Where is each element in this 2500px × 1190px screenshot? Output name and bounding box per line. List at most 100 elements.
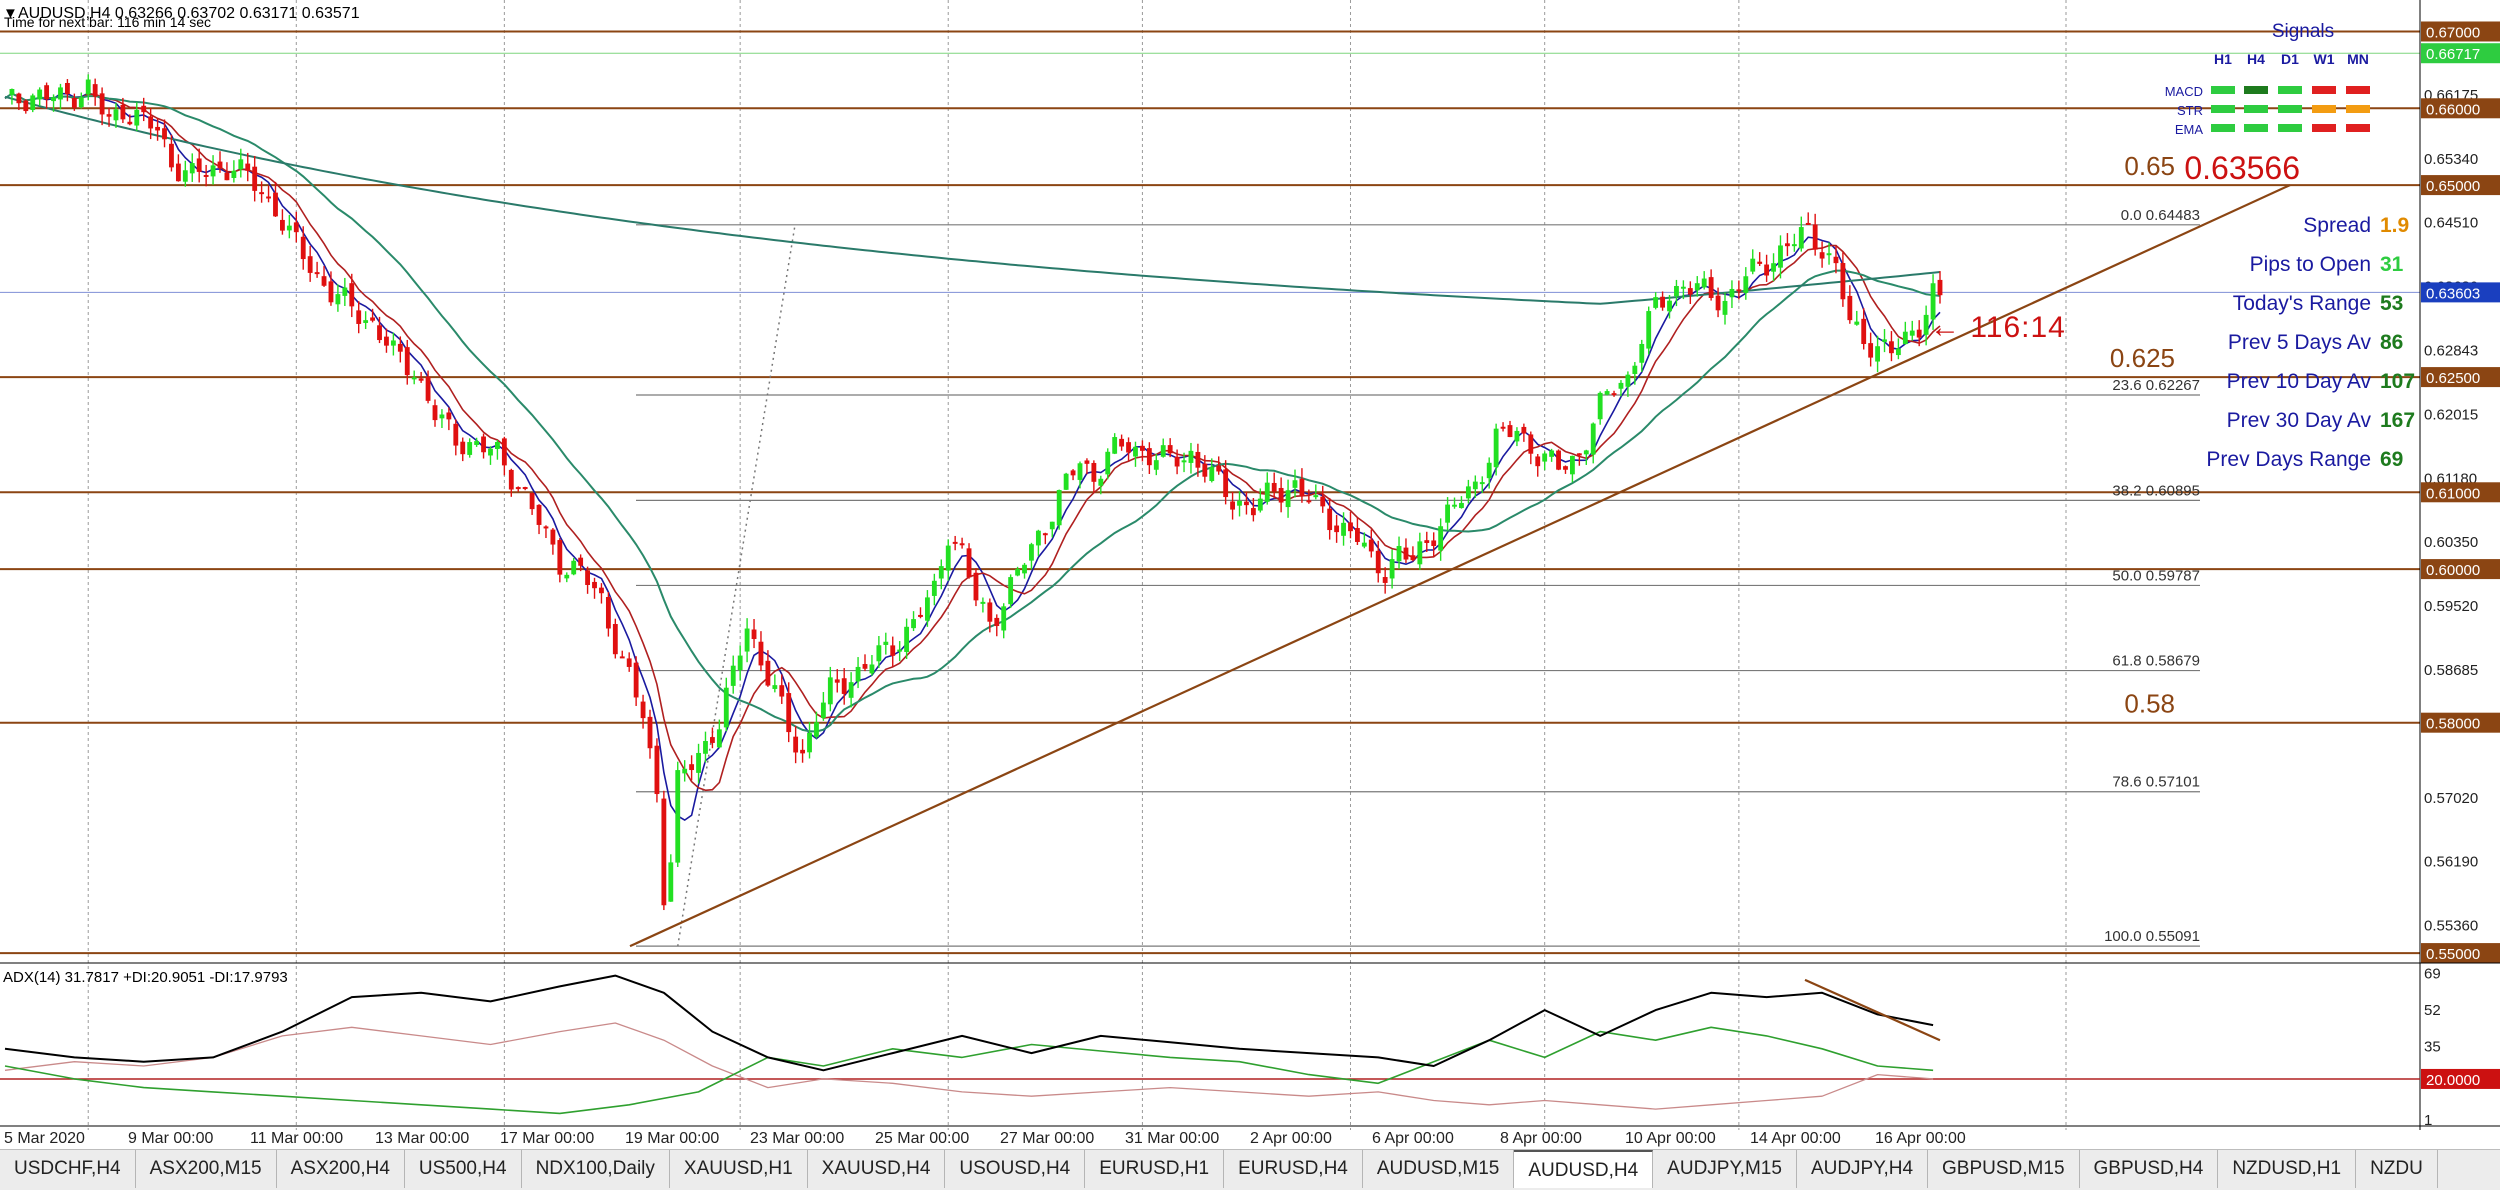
- candle-body: [1035, 530, 1041, 546]
- candle-body: [1528, 434, 1534, 454]
- chart-tab[interactable]: NDX100,Daily: [522, 1150, 670, 1188]
- chart-tab[interactable]: ASX200,M15: [136, 1150, 277, 1188]
- candle-body: [612, 624, 618, 655]
- candle-body: [1791, 244, 1797, 247]
- chart-tab[interactable]: EURUSD,H1: [1085, 1150, 1225, 1188]
- candle-body: [1909, 330, 1915, 336]
- signal-timeframe: H4: [2247, 51, 2265, 67]
- chart-tab[interactable]: GBPUSD,M15: [1928, 1150, 2080, 1188]
- chart-tab[interactable]: NZDU: [2356, 1150, 2438, 1188]
- time-label: 25 Mar 00:00: [875, 1130, 969, 1147]
- price-tag-box: [2421, 21, 2500, 42]
- fib-diagonal: [677, 224, 796, 947]
- candle-body: [1479, 482, 1485, 485]
- candle-body: [765, 660, 771, 686]
- candle-body: [1937, 279, 1943, 296]
- candle-body: [1230, 501, 1235, 510]
- candle-body: [1486, 462, 1492, 479]
- info-label: Today's Range: [2233, 292, 2371, 315]
- chart-tab[interactable]: NZDUSD,H1: [2218, 1150, 2357, 1188]
- signal-cell: [2244, 124, 2268, 132]
- candle-body: [737, 655, 743, 671]
- candle-body: [710, 737, 715, 743]
- signal-row-label: MACD: [2165, 84, 2203, 99]
- chart-tab[interactable]: XAUUSD,H1: [670, 1150, 808, 1188]
- chart-tab[interactable]: AUDUSD,M15: [1363, 1150, 1515, 1188]
- candle-body: [862, 664, 868, 669]
- candle-body: [37, 89, 43, 100]
- candle-body: [1174, 456, 1180, 467]
- adx-trendline: [1804, 978, 1941, 1042]
- candle-body: [1861, 318, 1867, 345]
- candle-body: [1424, 540, 1430, 543]
- support-trendline: [629, 184, 2291, 948]
- chart-tab[interactable]: EURUSD,H4: [1224, 1150, 1363, 1188]
- candle-body: [1459, 502, 1464, 509]
- candle-body: [203, 174, 209, 177]
- chart-tab[interactable]: ASX200,H4: [277, 1150, 405, 1188]
- candle-body: [217, 161, 223, 169]
- candle-body: [1091, 462, 1097, 482]
- candle-body: [994, 617, 1000, 627]
- candle-body: [245, 163, 251, 171]
- chart-tab-bar: USDCHF,H4 ASX200,M15 ASX200,H4 US500,H4 NDX1…: [0, 1149, 2500, 1190]
- chart-tab[interactable]: USOUSD,H4: [945, 1150, 1086, 1188]
- adx-tick: 1: [2424, 1112, 2432, 1129]
- candle-body: [1313, 495, 1319, 498]
- candle-body: [1590, 423, 1596, 455]
- info-label: Prev 5 Days Av: [2228, 331, 2372, 354]
- dropdown-arrow-icon[interactable]: ▼: [3, 5, 18, 22]
- candle-body: [51, 97, 56, 102]
- candle-body: [418, 378, 424, 381]
- candle-body: [252, 166, 258, 191]
- candle-body: [1785, 243, 1790, 247]
- candle-body: [1514, 430, 1520, 442]
- candle-body: [703, 741, 708, 754]
- candle-body: [1022, 564, 1027, 574]
- chart-tab[interactable]: AUDJPY,H4: [1797, 1150, 1929, 1188]
- candle-body: [876, 645, 882, 662]
- fib-label: 0.0 0.64483: [2121, 207, 2200, 224]
- candle-body: [689, 764, 695, 771]
- level-label: 0.625: [2110, 343, 2175, 373]
- candle-body: [238, 159, 244, 170]
- candle-body: [1708, 277, 1714, 298]
- candle-body: [1680, 286, 1686, 289]
- candle-body: [952, 541, 958, 544]
- price-tick: 0.56190: [2424, 854, 2478, 871]
- minus-di-line: [4, 1022, 1934, 1110]
- price-tag-label: 0.67000: [2426, 24, 2480, 41]
- candle-body: [855, 666, 861, 682]
- candle-body: [1556, 450, 1561, 470]
- time-label: 11 Mar 00:00: [250, 1130, 343, 1147]
- candle-body: [390, 340, 396, 346]
- candle-body: [1202, 463, 1208, 477]
- level-label: 0.58: [2124, 689, 2175, 719]
- chart-tab[interactable]: US500,H4: [405, 1150, 522, 1188]
- candle-body: [1875, 346, 1880, 362]
- chart-tab[interactable]: GBPUSD,H4: [2080, 1150, 2219, 1188]
- candle-body: [266, 196, 271, 199]
- candle-body: [106, 114, 112, 117]
- plus-di-line: [4, 1026, 1934, 1115]
- candle-body: [182, 170, 188, 182]
- candle-body: [557, 540, 563, 575]
- chart-tab[interactable]: XAUUSD,H4: [808, 1150, 946, 1188]
- chart-tab[interactable]: AUDJPY,M15: [1653, 1150, 1797, 1188]
- signal-cell: [2211, 124, 2235, 132]
- candle-body: [1660, 296, 1665, 308]
- candle-body: [1126, 442, 1131, 453]
- candle-body: [432, 405, 438, 421]
- signal-row-label: EMA: [2175, 122, 2204, 137]
- candle-body: [827, 677, 833, 705]
- chart-tab[interactable]: AUDUSD,H4: [1514, 1150, 1654, 1188]
- trendline[interactable]: [629, 184, 2291, 948]
- info-value: 107: [2380, 370, 2415, 393]
- chart-tab[interactable]: USDCHF,H4: [0, 1150, 136, 1188]
- candle-body: [1549, 450, 1555, 457]
- candle-body: [1889, 341, 1894, 354]
- info-label: Spread: [2303, 214, 2371, 237]
- chart-canvas[interactable]: 0.65 0.625 0.58 0.0 0.64483 23.6 0.62267 38.…: [0, 0, 2500, 1149]
- candle-body: [1854, 321, 1860, 325]
- candle-body: [890, 645, 896, 656]
